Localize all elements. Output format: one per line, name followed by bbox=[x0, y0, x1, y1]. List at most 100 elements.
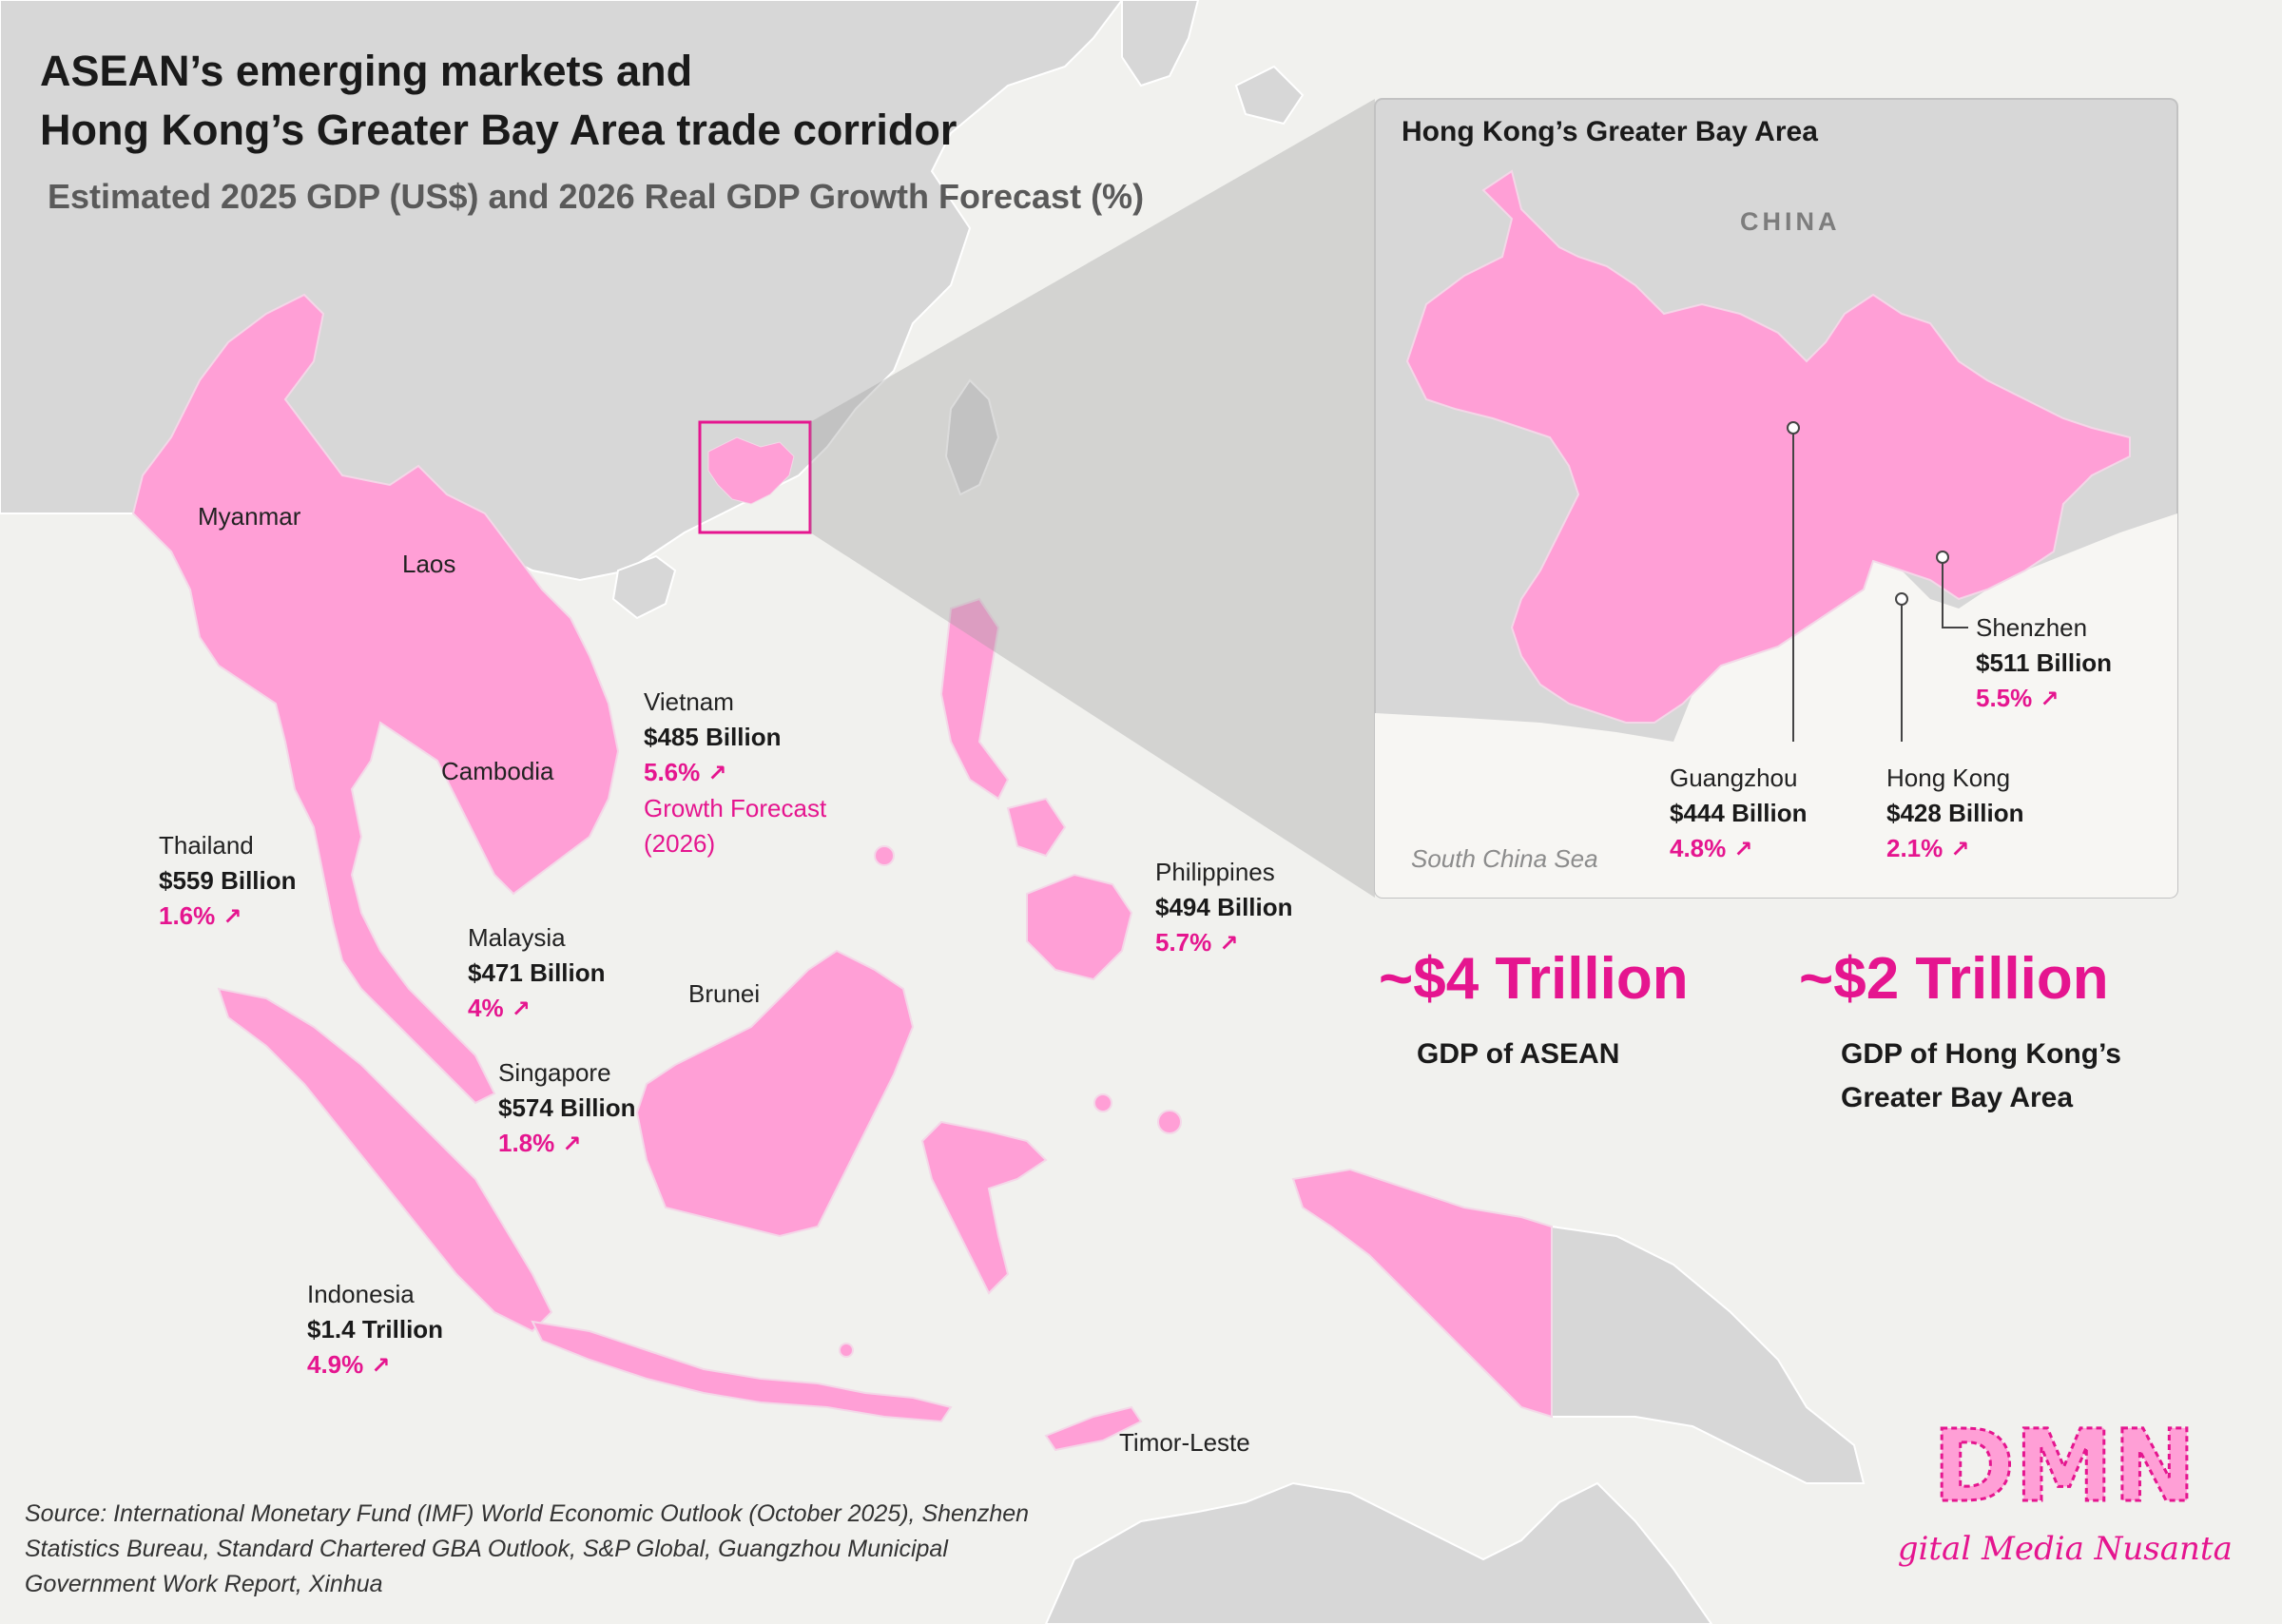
shenzhen-gdp: $511 Billion bbox=[1976, 648, 2113, 677]
hongkong-growth-row: 2.1% ↗ bbox=[1886, 831, 2024, 867]
indonesia-gdp: $1.4 Trillion bbox=[307, 1315, 444, 1344]
australia-landmass bbox=[1044, 1481, 1713, 1624]
gba-total-value: ~$2 Trillion bbox=[1799, 946, 2109, 1012]
taiwan-landmass bbox=[944, 378, 1000, 496]
asean-landmasses bbox=[131, 293, 1553, 1452]
hainan-landmass bbox=[611, 554, 677, 620]
source-note: Source: International Monetary Fund (IMF… bbox=[25, 1500, 1030, 1597]
malaysia-growth: 4% bbox=[468, 994, 504, 1022]
philippines-growth: 5.7% bbox=[1155, 928, 1212, 957]
hongkong-callout: Hong Kong $428 Billion 2.1% ↗ bbox=[1886, 761, 2024, 867]
singapore-callout: Singapore $574 Billion 1.8% ↗ bbox=[498, 1055, 636, 1162]
page-subtitle: Estimated 2025 GDP (US$) and 2026 Real G… bbox=[48, 177, 1145, 216]
inset-sea bbox=[1375, 513, 2177, 898]
gba-total-label-line-2: Greater Bay Area bbox=[1841, 1082, 2074, 1113]
thailand-name: Thailand bbox=[159, 831, 254, 860]
png-landmass bbox=[1551, 1225, 1866, 1484]
singapore-name: Singapore bbox=[498, 1058, 611, 1087]
label-laos: Laos bbox=[402, 550, 456, 578]
vietnam-growth-row: 5.6% ↗ bbox=[644, 755, 826, 791]
label-brunei: Brunei bbox=[688, 979, 761, 1008]
hongkong-name: Hong Kong bbox=[1886, 764, 2011, 792]
trend-up-icon: ↗ bbox=[1950, 837, 1970, 862]
singapore-gdp: $574 Billion bbox=[498, 1093, 636, 1122]
thailand-growth-row: 1.6% ↗ bbox=[159, 899, 297, 935]
trend-up-icon: ↗ bbox=[562, 1131, 582, 1157]
sulawesi-landmass bbox=[920, 1120, 1048, 1295]
thailand-gdp: $559 Billion bbox=[159, 866, 297, 895]
luzon-landmass bbox=[939, 597, 1010, 801]
zoom-wedge bbox=[810, 99, 1375, 898]
shenzhen-callout: Shenzhen $511 Billion 5.5% ↗ bbox=[1976, 610, 2112, 717]
trend-up-icon: ↗ bbox=[1733, 837, 1753, 862]
trend-up-icon: ↗ bbox=[511, 996, 531, 1022]
trend-up-icon: ↗ bbox=[222, 904, 242, 930]
vietnam-name: Vietnam bbox=[644, 687, 734, 716]
inset-panel bbox=[1374, 98, 2178, 899]
island-dot bbox=[1093, 1093, 1112, 1112]
sumatra-landmass bbox=[217, 987, 553, 1333]
philippines-name: Philippines bbox=[1155, 858, 1275, 886]
shenzhen-growth: 5.5% bbox=[1976, 684, 2033, 712]
visayas-landmass bbox=[1006, 797, 1067, 858]
gba-total-label-line-1: GDP of Hong Kong’s bbox=[1841, 1038, 2121, 1070]
gba-highlight-box bbox=[698, 420, 812, 534]
trend-up-icon: ↗ bbox=[1219, 931, 1239, 957]
singapore-growth-row: 1.8% ↗ bbox=[498, 1126, 636, 1162]
indochina-landmass bbox=[131, 293, 620, 1105]
thailand-callout: Thailand $559 Billion 1.6% ↗ bbox=[159, 828, 297, 935]
title-line-2: Hong Kong’s Greater Bay Area trade corri… bbox=[40, 106, 957, 154]
philippines-gdp: $494 Billion bbox=[1155, 893, 1293, 921]
hongkong-gdp: $428 Billion bbox=[1886, 799, 2024, 827]
label-timor-leste: Timor-Leste bbox=[1119, 1428, 1250, 1457]
timor-landmass bbox=[1044, 1405, 1143, 1452]
vietnam-gdp: $485 Billion bbox=[644, 723, 782, 751]
malaysia-growth-row: 4% ↗ bbox=[468, 991, 606, 1027]
mindanao-landmass bbox=[1026, 873, 1133, 981]
growth-forecast-note: Growth Forecast bbox=[644, 794, 827, 822]
guangzhou-growth: 4.8% bbox=[1670, 834, 1727, 862]
malaysia-callout: Malaysia $471 Billion 4% ↗ bbox=[468, 920, 606, 1027]
vietnam-callout: Vietnam $485 Billion 5.6% ↗ Growth Foreca… bbox=[644, 685, 826, 861]
trend-up-icon: ↗ bbox=[371, 1353, 391, 1379]
island-dot bbox=[874, 845, 895, 866]
inset-country-label: CHINA bbox=[1740, 207, 1841, 236]
shenzhen-leader-line bbox=[1942, 557, 1968, 628]
island-dot bbox=[1157, 1110, 1182, 1134]
hongkong-pin bbox=[1895, 592, 1908, 606]
borneo-landmass bbox=[635, 949, 915, 1238]
indonesia-growth: 4.9% bbox=[307, 1350, 364, 1379]
malaysia-name: Malaysia bbox=[468, 923, 566, 952]
indonesia-name: Indonesia bbox=[307, 1280, 415, 1308]
inset-gba-region bbox=[1405, 169, 2131, 724]
gba-total-label: GDP of Hong Kong’s Greater Bay Area bbox=[1841, 1033, 2121, 1120]
hongkong-growth: 2.1% bbox=[1886, 834, 1944, 862]
guangzhou-callout: Guangzhou $444 Billion 4.8% ↗ bbox=[1670, 761, 1808, 867]
japan-landmass bbox=[1234, 65, 1305, 126]
guangzhou-growth-row: 4.8% ↗ bbox=[1670, 831, 1808, 867]
guangzhou-pin bbox=[1787, 421, 1800, 435]
dmn-logo: DMN Digital Media Nusantara bbox=[1861, 1407, 2268, 1580]
guangzhou-gdp: $444 Billion bbox=[1670, 799, 1808, 827]
asean-total-value: ~$4 Trillion bbox=[1379, 946, 1689, 1012]
shenzhen-growth-row: 5.5% ↗ bbox=[1976, 681, 2112, 717]
page-title: ASEAN’s emerging markets and Hong Kong’s… bbox=[40, 42, 957, 160]
inset-sea-label: South China Sea bbox=[1411, 844, 1598, 873]
papua-landmass bbox=[1291, 1168, 1553, 1419]
gba-region-main bbox=[707, 436, 795, 505]
dmn-logo-mark: DMN Digital Media Nusantara bbox=[1861, 1407, 2268, 1569]
inset-title: Hong Kong’s Greater Bay Area bbox=[1402, 116, 1818, 147]
shenzhen-name: Shenzhen bbox=[1976, 613, 2088, 642]
title-line-1: ASEAN’s emerging markets and bbox=[40, 47, 693, 95]
thailand-growth: 1.6% bbox=[159, 901, 216, 930]
indonesia-growth-row: 4.9% ↗ bbox=[307, 1347, 443, 1383]
malaysia-gdp: $471 Billion bbox=[468, 958, 606, 987]
city-pins bbox=[1787, 421, 1968, 742]
guangzhou-name: Guangzhou bbox=[1670, 764, 1798, 792]
trend-up-icon: ↗ bbox=[707, 761, 727, 786]
label-cambodia: Cambodia bbox=[441, 757, 554, 785]
vietnam-growth: 5.6% bbox=[644, 758, 701, 786]
shenzhen-pin bbox=[1936, 551, 1949, 564]
indonesia-callout: Indonesia $1.4 Trillion 4.9% ↗ bbox=[307, 1277, 443, 1383]
philippines-growth-row: 5.7% ↗ bbox=[1155, 925, 1293, 961]
